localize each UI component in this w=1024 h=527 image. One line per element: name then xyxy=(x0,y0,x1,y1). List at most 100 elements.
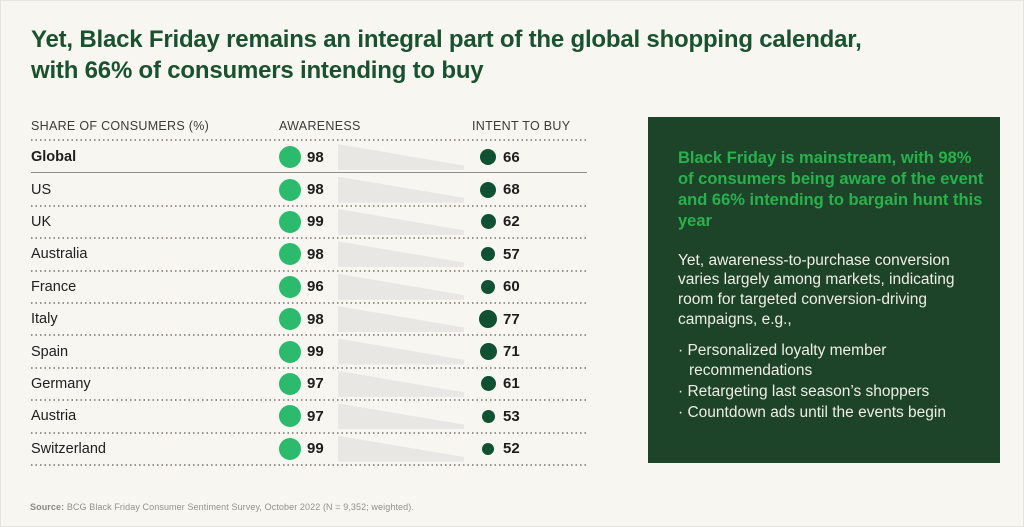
country-label: Austria xyxy=(31,408,77,425)
funnel-wedge-cell xyxy=(336,370,466,397)
table-row: Australia 98 57 xyxy=(31,238,587,272)
awareness-cell: 98 xyxy=(279,178,336,201)
row-separator xyxy=(31,399,587,402)
callout-bullet: · Countdown ads until the events begin xyxy=(678,404,946,422)
awareness-value: 96 xyxy=(307,278,324,296)
funnel-wedge xyxy=(338,144,464,171)
table-row: Austria 97 53 xyxy=(31,400,587,434)
intent-cell: 66 xyxy=(466,145,587,169)
intent-dot xyxy=(481,247,495,262)
country-label: France xyxy=(31,278,77,295)
awareness-cell: 97 xyxy=(279,405,336,428)
intent-dot xyxy=(479,310,497,329)
awareness-value: 98 xyxy=(307,181,324,199)
row-separator xyxy=(31,301,587,304)
intent-value: 66 xyxy=(503,148,520,166)
country-label: Spain xyxy=(31,343,69,360)
intent-dot-box xyxy=(476,437,500,461)
awareness-value: 98 xyxy=(307,148,324,166)
intent-dot xyxy=(480,214,496,230)
awareness-dot xyxy=(279,340,301,363)
page-title: Yet, Black Friday remains an integral pa… xyxy=(31,25,1001,86)
funnel-wedge xyxy=(338,370,464,397)
row-separator xyxy=(31,366,587,369)
awareness-dot xyxy=(279,146,301,169)
header-intent-to-buy: INTENT TO BUY xyxy=(472,119,571,133)
row-separator xyxy=(31,172,587,174)
country-label: Germany xyxy=(31,375,91,392)
row-separator xyxy=(31,431,587,434)
intent-value: 68 xyxy=(503,181,520,199)
row-separator xyxy=(31,269,587,272)
intent-dot-box xyxy=(476,275,500,299)
funnel-wedge-cell xyxy=(336,338,466,365)
awareness-dot xyxy=(279,210,301,233)
intent-cell: 77 xyxy=(466,307,587,331)
intent-dot xyxy=(480,376,496,392)
page-title-line2: with 66% of consumers intending to buy xyxy=(31,56,484,84)
header-share-of-consumers: SHARE OF CONSUMERS (%) xyxy=(31,119,210,133)
intent-value: 52 xyxy=(503,440,520,458)
country-label: Italy xyxy=(31,311,58,328)
consumer-table: SHARE OF CONSUMERS (%) AWARENESS INTENT … xyxy=(31,113,587,466)
intent-dot xyxy=(481,409,495,423)
intent-value: 62 xyxy=(503,213,520,231)
funnel-wedge-cell xyxy=(336,403,466,430)
funnel-wedge xyxy=(338,338,464,365)
funnel-wedge-cell xyxy=(336,208,466,235)
intent-cell: 52 xyxy=(466,437,587,461)
country-label: UK xyxy=(31,213,52,230)
awareness-dot xyxy=(279,308,301,331)
intent-dot-box xyxy=(476,178,500,202)
table-row: Switzerland 99 52 xyxy=(31,433,587,466)
awareness-dot xyxy=(279,243,301,266)
intent-dot-box xyxy=(476,242,500,266)
intent-dot xyxy=(480,149,496,166)
awareness-cell: 97 xyxy=(279,372,336,395)
intent-cell: 60 xyxy=(466,275,587,299)
awareness-cell: 96 xyxy=(279,275,336,298)
table-body: Global 98 66 US 98 68 UK 99 62 Australia 98 57 Franc… xyxy=(31,141,587,466)
awareness-cell: 98 xyxy=(279,243,336,266)
intent-cell: 71 xyxy=(466,340,587,364)
intent-value: 61 xyxy=(503,375,520,393)
intent-value: 71 xyxy=(503,343,520,361)
awareness-dot xyxy=(279,275,301,298)
funnel-wedge-cell xyxy=(336,435,466,462)
intent-dot-box xyxy=(476,372,500,396)
intent-cell: 57 xyxy=(466,242,587,266)
intent-dot-box xyxy=(476,145,500,169)
awareness-dot xyxy=(279,437,301,460)
intent-dot xyxy=(482,442,494,455)
row-separator xyxy=(31,237,587,240)
funnel-wedge-cell xyxy=(336,176,466,203)
table-row: Global 98 66 xyxy=(31,141,587,174)
awareness-value: 99 xyxy=(307,440,324,458)
awareness-value: 98 xyxy=(307,245,324,263)
intent-dot xyxy=(479,343,497,361)
intent-cell: 53 xyxy=(466,404,587,428)
awareness-dot xyxy=(279,405,301,428)
awareness-value: 99 xyxy=(307,213,324,231)
intent-dot-box xyxy=(476,340,500,364)
intent-dot-box xyxy=(476,404,500,428)
source-note: Source: BCG Black Friday Consumer Sentim… xyxy=(30,502,414,512)
callout-body-text: Yet, awareness-to-purchase conversion va… xyxy=(678,251,955,328)
awareness-value: 99 xyxy=(307,343,324,361)
intent-value: 57 xyxy=(503,245,520,263)
awareness-value: 97 xyxy=(307,407,324,425)
callout-bullet: · Personalized loyalty member recommenda… xyxy=(678,341,887,380)
awareness-cell: 99 xyxy=(279,340,336,363)
funnel-wedge xyxy=(338,176,464,203)
awareness-cell: 98 xyxy=(279,308,336,331)
intent-cell: 61 xyxy=(466,372,587,396)
intent-dot-box xyxy=(476,307,500,331)
header-awareness: AWARENESS xyxy=(279,119,361,133)
funnel-wedge-cell xyxy=(336,144,466,171)
row-separator xyxy=(31,334,587,337)
intent-value: 77 xyxy=(503,310,520,328)
funnel-wedge-cell xyxy=(336,241,466,268)
funnel-wedge xyxy=(338,435,464,462)
intent-cell: 62 xyxy=(466,210,587,234)
